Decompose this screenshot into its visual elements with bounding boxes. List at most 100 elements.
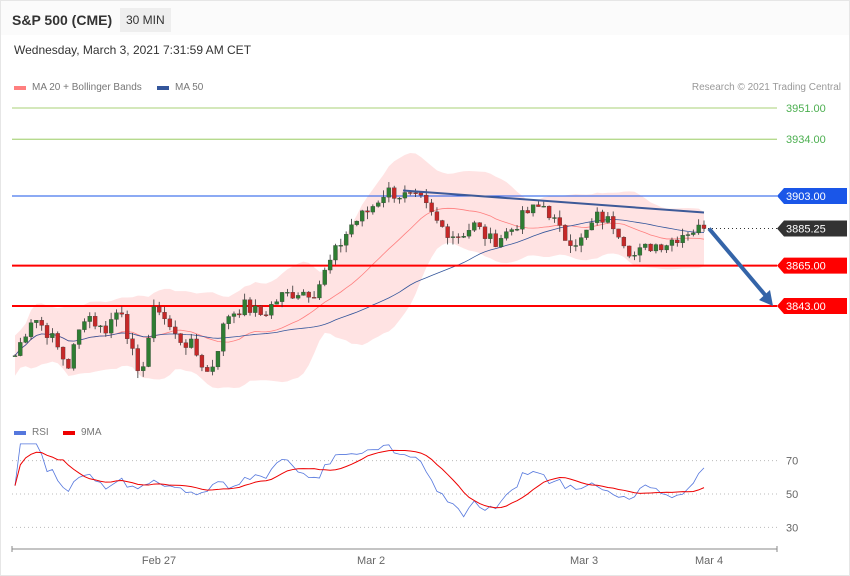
candle-body (50, 333, 55, 338)
candle-body (253, 305, 258, 313)
candle (269, 301, 274, 319)
candle-body (525, 210, 530, 214)
candle (178, 333, 183, 346)
candle-body (664, 245, 669, 251)
candle (60, 346, 66, 366)
rsi-tick-label: 30 (786, 522, 798, 534)
candle-body (167, 318, 173, 328)
candle-body (493, 233, 498, 247)
candle-body (34, 320, 39, 323)
candle (440, 219, 445, 228)
candle (141, 361, 146, 377)
legend-rsi-label: RSI (32, 427, 49, 438)
candle-body (616, 228, 621, 238)
candle (648, 243, 653, 253)
timeframe-badge[interactable]: 30 MIN (120, 8, 171, 32)
candle-body (520, 210, 525, 230)
candle-body (226, 316, 231, 324)
candle-body (44, 325, 50, 338)
instrument-title: S&P 500 (CME) (12, 12, 113, 28)
candle (562, 224, 568, 241)
candle-body (408, 192, 413, 194)
candle (466, 223, 472, 239)
candle-body (183, 342, 189, 348)
candle (584, 229, 589, 240)
candle (488, 227, 493, 244)
candle-body (648, 243, 653, 252)
candle-body (242, 299, 247, 316)
candle (557, 210, 562, 232)
candle-body (263, 314, 269, 316)
candle-body (199, 355, 205, 368)
candle-body (274, 301, 279, 305)
candle-body (194, 338, 199, 356)
candle (50, 328, 55, 343)
candle (397, 197, 402, 204)
legend-ma50: MA 50 (157, 82, 203, 93)
candle (504, 228, 509, 241)
candle (87, 312, 92, 329)
candle (616, 228, 621, 239)
candle (360, 209, 365, 227)
candle (413, 188, 418, 197)
candle-body (675, 239, 680, 244)
candle (568, 234, 573, 254)
forecast-arrow (707, 227, 768, 298)
candle (605, 212, 611, 224)
candle-body (584, 229, 589, 238)
candle-body (370, 206, 376, 213)
candle-body (514, 229, 520, 231)
candle (402, 185, 408, 203)
candle (263, 311, 269, 318)
candle (162, 306, 167, 325)
candle (573, 239, 578, 252)
candle-body (135, 348, 140, 371)
candle (579, 233, 584, 253)
candle-body (189, 338, 194, 348)
candle (290, 285, 295, 299)
bollinger-band (15, 152, 704, 389)
candle (621, 236, 627, 249)
candle-body (71, 344, 76, 369)
level-label: 3951.00 (786, 103, 826, 115)
level-tag (777, 187, 847, 204)
candle-body (39, 320, 44, 326)
legend-rsi: RSI (14, 427, 49, 438)
candle-body (333, 245, 338, 261)
candle-body (621, 237, 627, 247)
candle-body (659, 244, 664, 251)
candle (108, 312, 114, 339)
candle (659, 243, 664, 253)
timestamp: Wednesday, March 3, 2021 7:31:59 AM CET (14, 43, 252, 57)
candle-body (696, 224, 701, 234)
candle-body (589, 222, 594, 231)
candle-body (18, 342, 23, 356)
candle (322, 267, 327, 287)
candle (242, 293, 247, 317)
level-tag (777, 257, 847, 274)
candle (546, 205, 552, 221)
candle-body (413, 192, 418, 194)
candle (589, 218, 594, 231)
candle-body (392, 187, 397, 199)
candle (456, 233, 461, 244)
candle (498, 234, 504, 248)
candle (381, 190, 386, 208)
candle (221, 322, 226, 357)
candle (55, 331, 60, 350)
candle (637, 243, 643, 263)
candle (205, 364, 210, 372)
candle-body (504, 231, 509, 239)
candle-body (141, 366, 146, 371)
candle (685, 231, 691, 241)
candle-body (311, 297, 317, 299)
candle (365, 206, 370, 220)
candle (103, 321, 108, 337)
candle (210, 359, 215, 376)
candle-body (381, 197, 386, 204)
candle (472, 220, 477, 233)
credit: Research © 2021 Trading Central (691, 82, 841, 93)
candle-body (600, 211, 605, 223)
candle (258, 305, 263, 316)
ma20-line (14, 207, 705, 356)
